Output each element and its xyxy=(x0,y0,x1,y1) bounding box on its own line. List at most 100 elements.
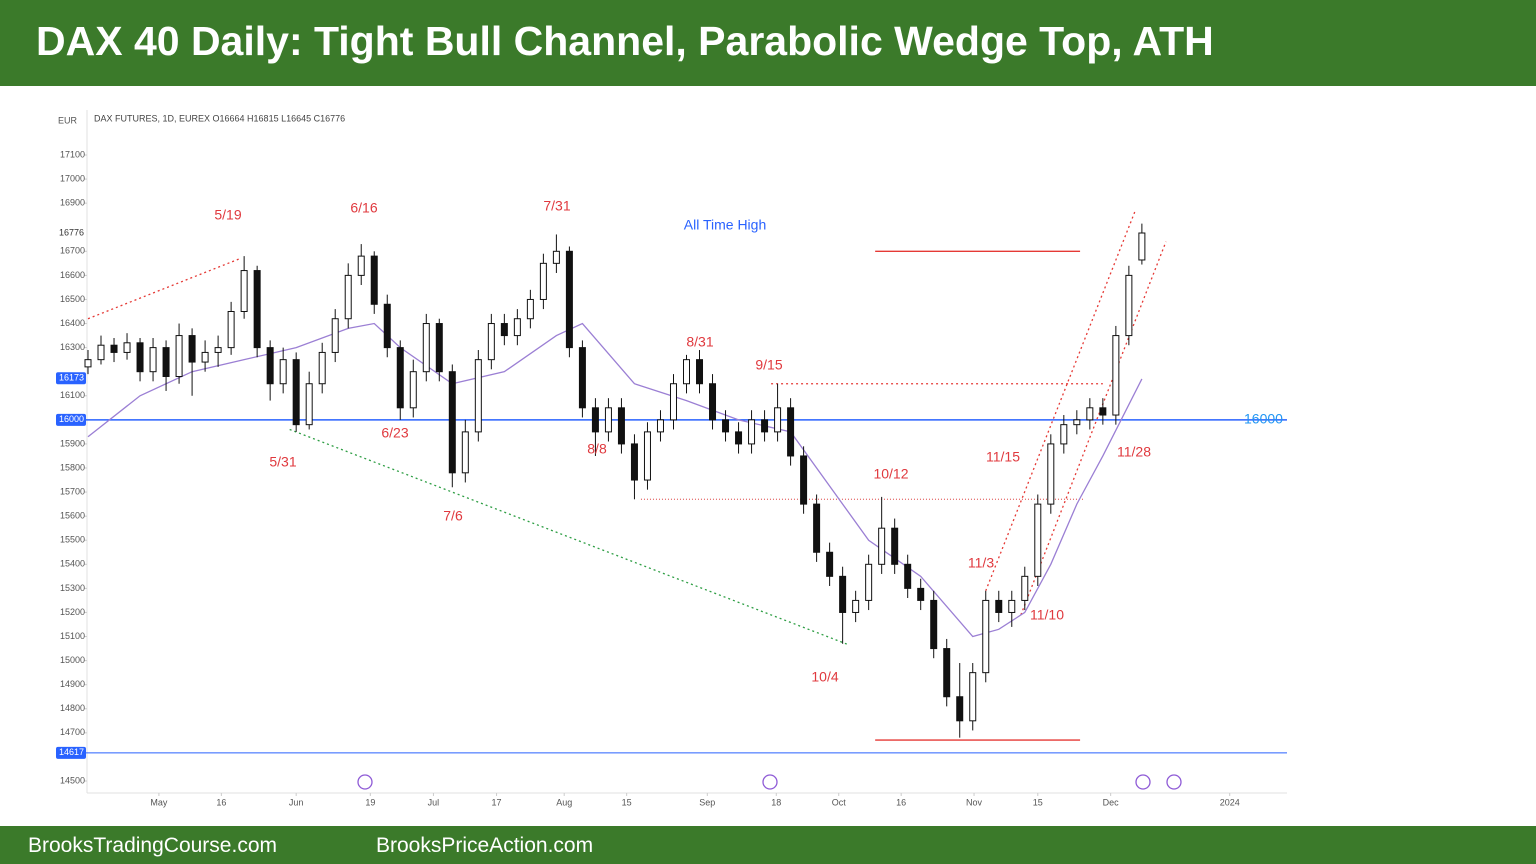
candle-body xyxy=(201,351,209,363)
candle-body xyxy=(162,347,170,378)
title-bar: DAX 40 Daily: Tight Bull Channel, Parabo… xyxy=(0,0,1536,86)
candle-body xyxy=(136,342,144,373)
price-tag xyxy=(56,372,86,385)
candle-body xyxy=(188,335,196,363)
annotation: All Time High xyxy=(684,217,766,233)
x-tick-label: 18 xyxy=(771,797,781,807)
trendline xyxy=(289,428,850,646)
x-tick-label: 16 xyxy=(896,797,906,807)
y-tick-label: 15800 xyxy=(60,462,85,472)
candle-body xyxy=(487,323,495,361)
candle-body xyxy=(305,383,313,426)
candle-body xyxy=(995,599,1003,613)
y-tick-label: 15400 xyxy=(60,559,85,569)
y-tick-label: 16300 xyxy=(60,342,85,352)
candle-body xyxy=(878,527,886,565)
candle-body xyxy=(761,419,769,433)
candle-body xyxy=(123,342,131,353)
candle-body xyxy=(865,563,873,601)
price-tag xyxy=(56,746,86,759)
candle-body xyxy=(656,419,664,433)
y-tick-label: 17100 xyxy=(60,149,85,159)
candle-body xyxy=(669,383,677,421)
y-tick-label: 15000 xyxy=(60,655,85,665)
trendline xyxy=(1020,241,1167,616)
candle-body xyxy=(435,323,443,373)
candle-body xyxy=(552,250,560,264)
annotation: 11/10 xyxy=(1030,607,1064,623)
annotation: 8/31 xyxy=(686,334,713,350)
candle-body xyxy=(578,347,586,409)
candle-body xyxy=(1099,407,1107,416)
y-tick-label: 14700 xyxy=(60,727,85,737)
icons xyxy=(357,774,1182,790)
candle-body xyxy=(1021,575,1029,601)
y-tick-label: 15300 xyxy=(60,583,85,593)
y-tick-label: 16400 xyxy=(60,318,85,328)
x-tick-label: Sep xyxy=(699,797,715,807)
y-tick-label: 14900 xyxy=(60,679,85,689)
candle-body xyxy=(292,359,300,426)
candle-body xyxy=(643,431,651,481)
candle-body xyxy=(696,359,704,385)
currency: EUR xyxy=(58,115,78,125)
annotation: 11/15 xyxy=(986,449,1020,465)
x-tick-label: May xyxy=(150,797,168,807)
x-tick-label: 15 xyxy=(1033,797,1043,807)
candle-body xyxy=(617,407,625,445)
y-tick-label: 15200 xyxy=(60,607,85,617)
candle-body xyxy=(826,551,834,577)
candle-body xyxy=(891,527,899,565)
candle-body xyxy=(448,371,456,474)
candle-body xyxy=(396,347,404,409)
candle-body xyxy=(956,696,964,722)
candle-body xyxy=(357,255,365,276)
candle-body xyxy=(266,347,274,385)
candle-body xyxy=(1086,407,1094,421)
annotation: 7/6 xyxy=(443,508,463,524)
candle-body xyxy=(84,359,92,368)
annotation: 10/4 xyxy=(811,669,838,685)
title: DAX 40 Daily: Tight Bull Channel, Parabo… xyxy=(36,18,1214,64)
candle-body xyxy=(969,672,977,722)
price-tag-label: 16173 xyxy=(59,373,84,383)
y-tick-label: 15900 xyxy=(60,438,85,448)
x-tick-label: Nov xyxy=(966,797,983,807)
moving-average xyxy=(87,322,1143,638)
candle-body xyxy=(500,323,508,337)
annotation: 6/23 xyxy=(381,425,408,441)
x-tick-label: Jun xyxy=(289,797,304,807)
candle-body xyxy=(409,371,417,409)
footer: BrooksTradingCourse.com BrooksPriceActio… xyxy=(0,826,1536,864)
candle-body xyxy=(1138,232,1146,261)
legend: DAX FUTURES, 1D, EUREX O16664 H16815 L16… xyxy=(94,113,345,123)
candle-body xyxy=(513,318,521,337)
price-tag-label: 14617 xyxy=(59,747,84,757)
candle-body xyxy=(982,599,990,674)
trendline xyxy=(87,257,241,320)
x-tick-label: Dec xyxy=(1103,797,1120,807)
candle-body xyxy=(813,503,821,553)
y-tick-label: 15500 xyxy=(60,535,85,545)
candle-body xyxy=(97,344,105,361)
candle-body xyxy=(565,250,573,349)
candle-body xyxy=(110,344,118,353)
x-tick-label: Aug xyxy=(556,797,572,807)
y-tick-label: 14800 xyxy=(60,703,85,713)
candle-body xyxy=(253,270,261,349)
candle-body xyxy=(175,335,183,378)
y-tick-label: 16900 xyxy=(60,198,85,208)
candle-body xyxy=(735,431,743,445)
candle-body xyxy=(1125,274,1133,337)
last-price: 16776 xyxy=(59,227,84,237)
candle-body xyxy=(722,419,730,433)
candle-body xyxy=(1112,335,1120,416)
candle-body xyxy=(787,407,795,457)
candle-body xyxy=(344,274,352,320)
candle-body xyxy=(1060,424,1068,445)
x-tick-label: 2024 xyxy=(1220,797,1240,807)
level-label: 16000 xyxy=(1244,411,1283,427)
y-tick-label: 14500 xyxy=(60,775,85,785)
trendline xyxy=(985,210,1136,592)
